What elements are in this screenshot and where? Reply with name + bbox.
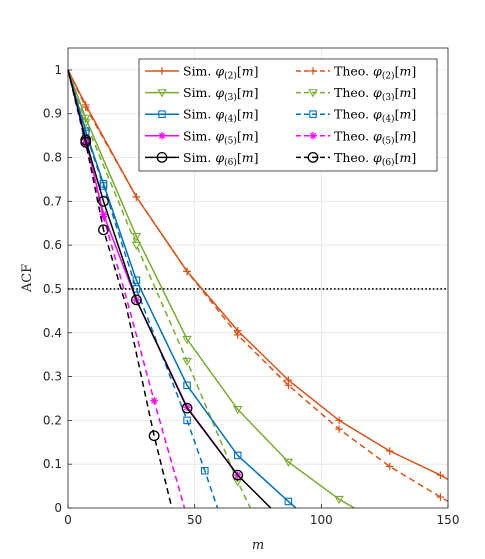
legend: Sim. φ(2)[m] Theo. φ(2)[m] Sim. φ(3)[m] The… <box>138 58 438 172</box>
y-tick-label: 0 <box>54 501 62 515</box>
y-tick-label: 0.4 <box>43 326 62 340</box>
data-point <box>436 471 445 479</box>
series-9 <box>67 69 173 509</box>
data-point <box>148 430 160 442</box>
data-point <box>183 267 191 276</box>
data-point <box>335 416 343 425</box>
plot-frame <box>67 47 449 509</box>
y-tick-label: 0.8 <box>43 151 62 165</box>
data-point <box>385 462 394 471</box>
legend-item: Theo. φ(4)[m] <box>296 107 416 125</box>
series-line <box>67 69 252 509</box>
data-point <box>201 466 209 475</box>
legend-label: Sim. φ(2)[m] <box>183 64 259 82</box>
data-point <box>157 89 167 98</box>
legend-item: Theo. φ(2)[m] <box>296 64 416 82</box>
legend-label: Theo. φ(4)[m] <box>334 107 416 125</box>
legend-item: Theo. φ(3)[m] <box>296 85 416 103</box>
data-point <box>308 89 318 98</box>
series-line <box>67 69 449 503</box>
data-point <box>158 110 166 118</box>
series-line <box>67 69 219 509</box>
y-tick-label: 0.2 <box>43 413 62 427</box>
data-point <box>284 381 293 390</box>
data-point <box>158 132 166 140</box>
data-point <box>385 447 394 455</box>
data-point <box>98 195 109 207</box>
data-point <box>132 193 141 201</box>
x-tick-label: 100 <box>310 513 333 527</box>
data-point <box>232 406 243 415</box>
y-tick-label: 1 <box>54 63 62 77</box>
legend-item: Theo. φ(5)[m] <box>296 128 416 146</box>
legend-label: Theo. φ(6)[m] <box>334 150 416 168</box>
data-point <box>233 331 242 339</box>
y-axis-label: ACF <box>20 264 35 293</box>
data-point <box>130 294 142 306</box>
series-line <box>67 69 355 509</box>
data-point <box>183 416 191 425</box>
data-point <box>158 67 166 75</box>
data-point <box>81 103 90 111</box>
legend-item: Sim. φ(3)[m] <box>145 85 259 103</box>
data-point <box>99 182 108 190</box>
legend-label: Sim. φ(3)[m] <box>183 85 259 103</box>
legend-item: Theo. φ(6)[m] <box>296 150 416 168</box>
data-point <box>436 493 445 501</box>
series-2 <box>67 69 355 509</box>
data-point <box>131 241 142 251</box>
y-tick-label: 0.3 <box>43 370 62 384</box>
series-line <box>67 69 173 509</box>
data-point <box>150 396 158 405</box>
data-point <box>307 151 319 163</box>
x-tick-label: 150 <box>437 513 460 527</box>
data-point <box>309 110 317 118</box>
legend-label: Sim. φ(6)[m] <box>183 150 259 168</box>
legend-label: Theo. φ(3)[m] <box>334 85 416 103</box>
legend-label: Sim. φ(5)[m] <box>183 128 259 146</box>
ticks: 0 50 100 150 0 0.1 0.2 0.3 0.4 0.5 0.6 0.7 0.8 0.9 1 <box>43 63 460 527</box>
y-tick-label: 0.1 <box>43 457 62 471</box>
legend-item: Sim. φ(5)[m] <box>145 128 259 146</box>
x-tick-label: 50 <box>187 513 202 527</box>
data-point <box>335 425 343 433</box>
data-point <box>284 497 293 506</box>
data-point <box>334 495 344 505</box>
data-point <box>156 151 168 163</box>
data-point <box>80 136 92 148</box>
data-point <box>309 132 317 140</box>
y-tick-label: 0.7 <box>43 194 62 208</box>
data-point <box>182 357 192 367</box>
legend-item: Sim. φ(4)[m] <box>145 107 259 125</box>
x-axis-label: m <box>252 538 264 553</box>
data-point <box>182 335 192 345</box>
legend-box <box>138 58 438 172</box>
legend-label: Theo. φ(2)[m] <box>334 64 416 82</box>
y-tick-label: 0.6 <box>43 238 62 252</box>
y-tick-label: 0.5 <box>43 282 62 296</box>
data-point <box>283 458 294 467</box>
legend-label: Theo. φ(5)[m] <box>334 128 416 146</box>
data-point <box>181 402 193 414</box>
data-point <box>98 224 109 236</box>
legend-item: Sim. φ(6)[m] <box>145 150 259 168</box>
data-point <box>183 381 191 390</box>
x-tick-label: 0 <box>64 513 72 527</box>
y-tick-label: 0.9 <box>43 107 62 121</box>
legend-label: Sim. φ(4)[m] <box>183 107 259 125</box>
data-point <box>309 67 317 75</box>
data-point <box>233 451 242 460</box>
legend-item: Sim. φ(2)[m] <box>145 64 259 82</box>
data-point <box>232 469 244 481</box>
data-point <box>131 232 142 242</box>
series-group <box>67 69 449 509</box>
series-1 <box>67 69 449 503</box>
